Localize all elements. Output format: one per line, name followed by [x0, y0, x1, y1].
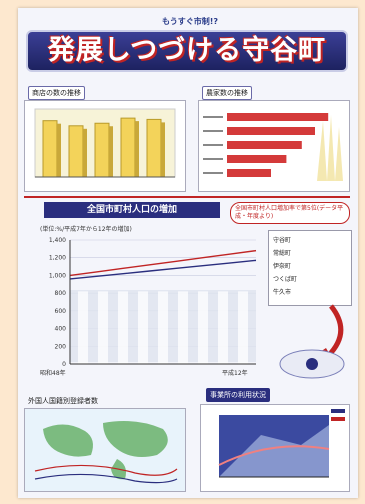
farms-bar — [227, 155, 287, 163]
farms-chart-panel — [198, 100, 350, 192]
pop-column — [238, 291, 248, 364]
ranking-arrow-diagram — [279, 304, 345, 379]
farms-bar — [227, 169, 271, 177]
rank-note: 全国市町村人口増加率で第5位(データ平成・年度より) — [230, 202, 350, 224]
facility-usage-label: 事業所の利用状況 — [206, 388, 270, 402]
shops-bar — [146, 118, 162, 178]
title-banner — [26, 30, 348, 72]
farms-bar — [227, 113, 329, 121]
shops-bar-side — [57, 123, 61, 177]
shops-bar-side — [83, 128, 87, 177]
population-chart-panel: 0 200 400 600 800 1,000 1,200 1,400 — [24, 230, 262, 380]
foreign-residents-label: 外国人国籍別登録者数 — [28, 397, 98, 405]
pop-tick-label: 800 — [55, 290, 67, 297]
divider — [24, 196, 350, 198]
pop-column — [78, 291, 88, 364]
farms-chart-label: 農家数の推移 — [202, 86, 252, 100]
ranking-item: つくば町 — [273, 276, 298, 283]
pop-column — [218, 291, 228, 364]
shops-bar — [68, 125, 84, 178]
farms-bar — [227, 141, 302, 149]
ranking-item: 牛久市 — [273, 289, 292, 296]
pop-tick-label: 600 — [55, 308, 67, 315]
facility-chart-panel — [200, 404, 350, 492]
population-chart-unit: (単位:%/平成7年から12年の増加) — [40, 226, 132, 233]
pop-column — [198, 291, 208, 364]
pop-tick-label: 400 — [55, 326, 67, 333]
pop-tick-label: 1,000 — [49, 272, 66, 279]
world-map-panel — [24, 408, 186, 492]
axis-end-label: 平成12年 — [222, 370, 248, 377]
pop-column — [98, 291, 108, 364]
population-chart-title: 全国市町村人口の増加 — [44, 202, 220, 218]
pop-column — [138, 291, 148, 364]
banner-subtitle: もうすぐ市制!? — [161, 17, 219, 26]
shops-chart — [34, 108, 176, 178]
pop-tick-label: 0 — [62, 361, 66, 368]
population-chart: 0 200 400 600 800 1,000 1,200 1,400 — [49, 237, 257, 368]
shops-bar-side — [135, 121, 139, 177]
shops-bar — [120, 117, 136, 178]
axis-start-label: 昭和48年 — [40, 370, 66, 377]
wheat-illustration — [317, 115, 343, 181]
pop-column — [118, 291, 128, 364]
poster-title: 発展しつづける守谷町 — [47, 35, 327, 66]
shops-bar-side — [109, 126, 113, 177]
poster: もうすぐ市制!? 発展しつづける守谷町 商店の数の推移 農家数の推移 全国市町村… — [18, 8, 358, 498]
shops-bar — [42, 120, 58, 178]
pop-tick-label: 200 — [55, 343, 67, 350]
farms-bar — [227, 127, 315, 135]
shops-chart-label: 商店の数の推移 — [28, 86, 85, 100]
pop-series-line — [69, 259, 257, 280]
ranking-item: 常総町 — [273, 250, 292, 257]
ranking-item: 伊奈町 — [273, 263, 292, 270]
facility-chart — [218, 409, 345, 478]
world-map — [34, 421, 178, 484]
ranking-list: 守谷町 常総町 伊奈町 つくば町 牛久市 — [268, 230, 352, 306]
shops-bar-side — [161, 122, 165, 177]
pop-tick-label: 1,200 — [49, 255, 66, 262]
pop-tick-label: 1,400 — [49, 237, 66, 244]
pop-column — [178, 291, 188, 364]
shops-chart-panel — [24, 100, 186, 192]
ranking-item: 守谷町 — [273, 237, 292, 244]
farms-chart — [203, 113, 343, 181]
pop-series-line — [69, 249, 257, 277]
pop-column — [158, 291, 168, 364]
shops-bar — [94, 122, 110, 178]
